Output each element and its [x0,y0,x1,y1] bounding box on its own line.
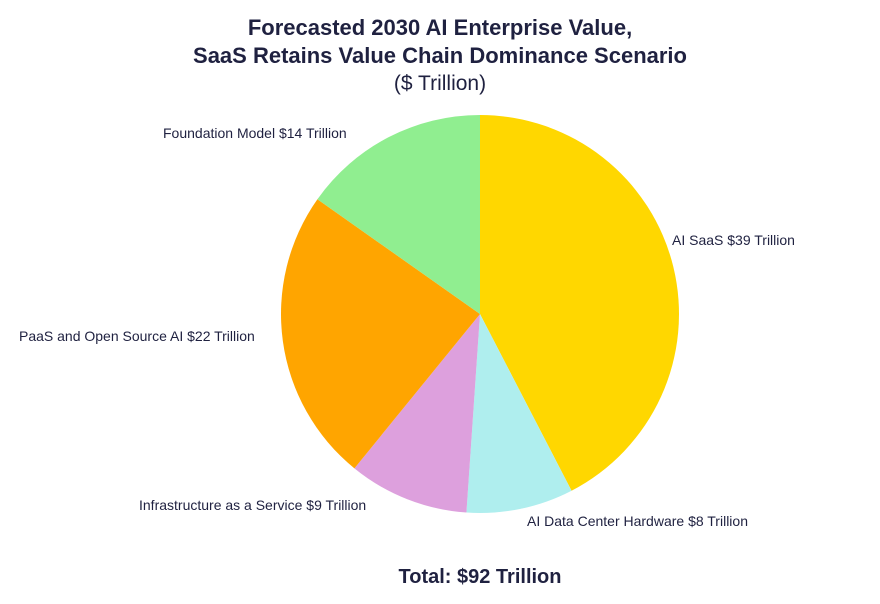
pie-slice-paas-and-open-source-ai [281,199,480,469]
pie-slice-infrastructure-as-a-service [354,314,480,513]
pie-slice-ai-data-center-hardware [466,314,572,513]
pie-slice-foundation-model [317,115,480,314]
pie-slice-ai-saas [480,115,679,491]
chart-subtitle: ($ Trillion) [393,72,487,95]
slice-label: Infrastructure as a Service $9 Trillion [139,497,367,513]
slice-label: Foundation Model $14 Trillion [163,125,347,141]
slice-label: AI SaaS $39 Trillion [672,232,795,248]
total-label: Total: $92 Trillion [398,566,562,588]
slice-label: AI Data Center Hardware $8 Trillion [527,513,748,529]
slice-label: PaaS and Open Source AI $22 Trillion [19,328,255,344]
chart-title-line1: Forecasted 2030 AI Enterprise Value, [247,15,633,40]
chart-title-line2: SaaS Retains Value Chain Dominance Scena… [193,43,687,68]
